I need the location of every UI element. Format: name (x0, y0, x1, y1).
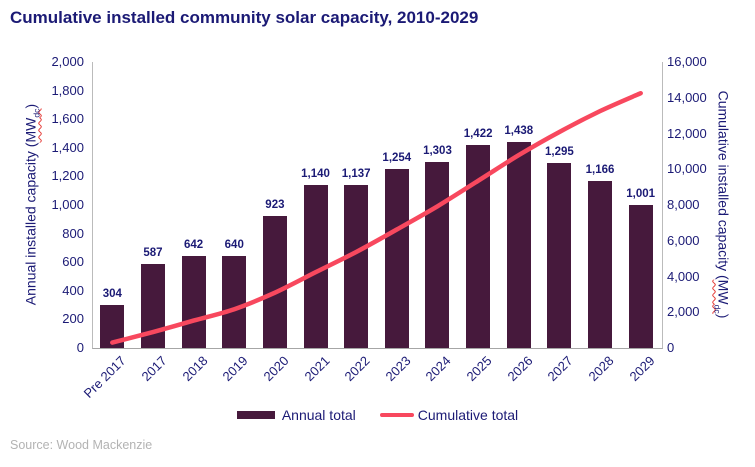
right-axis-tick-label: 8,000 (667, 197, 700, 212)
legend-line-swatch (379, 413, 414, 417)
bar-value-label: 1,137 (341, 168, 371, 181)
legend: Annual total Cumulative total (0, 407, 755, 423)
left-axis-tick-label: 200 (62, 311, 84, 327)
bar-2027 (547, 162, 572, 348)
bar-value-label: 1,303 (423, 144, 452, 157)
bar-value-label: 1,422 (463, 127, 493, 140)
bar-2026 (506, 142, 531, 348)
left-axis-tick-label: 800 (62, 225, 84, 241)
legend-bar-swatch (236, 411, 275, 419)
bar-value-label: 304 (102, 287, 122, 300)
bar-2029 (628, 204, 653, 348)
right-axis-tick-label: 4,000 (667, 268, 700, 284)
left-axis-title-text: Annual installed capacity ( (22, 142, 39, 306)
right-axis-title-text: Cumulative installed capacity ( (715, 90, 732, 280)
bar-value-label: 1,001 (626, 187, 656, 200)
left-axis-tick-label: 600 (62, 254, 84, 270)
bar-value-label: 1,254 (382, 151, 412, 164)
source-text: Source: Wood Mackenzie (10, 438, 153, 452)
bar-2020 (262, 216, 287, 348)
chart-title: Cumulative installed community solar cap… (10, 8, 479, 27)
right-axis-tick-label: 16,000 (667, 54, 707, 69)
bar-2023 (384, 168, 409, 348)
bar-value-label: 1,140 (301, 167, 330, 180)
bar-value-label: 640 (224, 239, 244, 252)
legend-item-cumulative: Cumulative total (379, 407, 519, 423)
legend-cumulative-label: Cumulative total (417, 407, 519, 423)
legend-item-annual: Annual total (236, 407, 356, 423)
right-axis-tick-label: 12,000 (667, 125, 707, 141)
bar-2018 (181, 256, 206, 348)
bar-2028 (588, 181, 613, 348)
cumulative-line-chart (110, 90, 643, 345)
bar-value-label: 587 (143, 247, 163, 260)
right-axis-tick-label: 10,000 (667, 161, 707, 177)
bar-value-label: 1,166 (585, 164, 615, 177)
bar-2022 (344, 185, 369, 348)
bar-value-label: 642 (184, 239, 204, 252)
right-axis-tick-label: 14,000 (667, 89, 707, 105)
left-axis-tick-label: 2,000 (51, 54, 84, 69)
left-axis-tick-label: 1,200 (51, 168, 84, 184)
plot-area (92, 62, 663, 349)
left-axis-title-suffix: ) (22, 103, 39, 109)
bar-2019 (222, 256, 247, 348)
left-axis-tick-label: 1,600 (51, 111, 84, 127)
legend-annual-label: Annual total (281, 407, 356, 423)
left-axis-tick-label: 400 (62, 282, 84, 298)
left-axis-tick-label: 0 (76, 340, 84, 355)
right-axis-tick-label: 6,000 (667, 232, 700, 248)
bar-value-label: 1,295 (545, 145, 574, 158)
left-axis-tick-label: 1,400 (51, 139, 84, 155)
right-axis-tick-label: 2,000 (667, 304, 700, 320)
bar-2024 (425, 161, 450, 348)
bar-value-label: 1,438 (504, 125, 534, 138)
left-axis-tick-label: 1,800 (51, 82, 84, 98)
left-axis-tick-label: 1,000 (51, 197, 84, 212)
bar-value-label: 923 (265, 199, 285, 211)
right-axis-tick-label: 0 (667, 340, 675, 355)
cumulative-line (110, 90, 643, 345)
